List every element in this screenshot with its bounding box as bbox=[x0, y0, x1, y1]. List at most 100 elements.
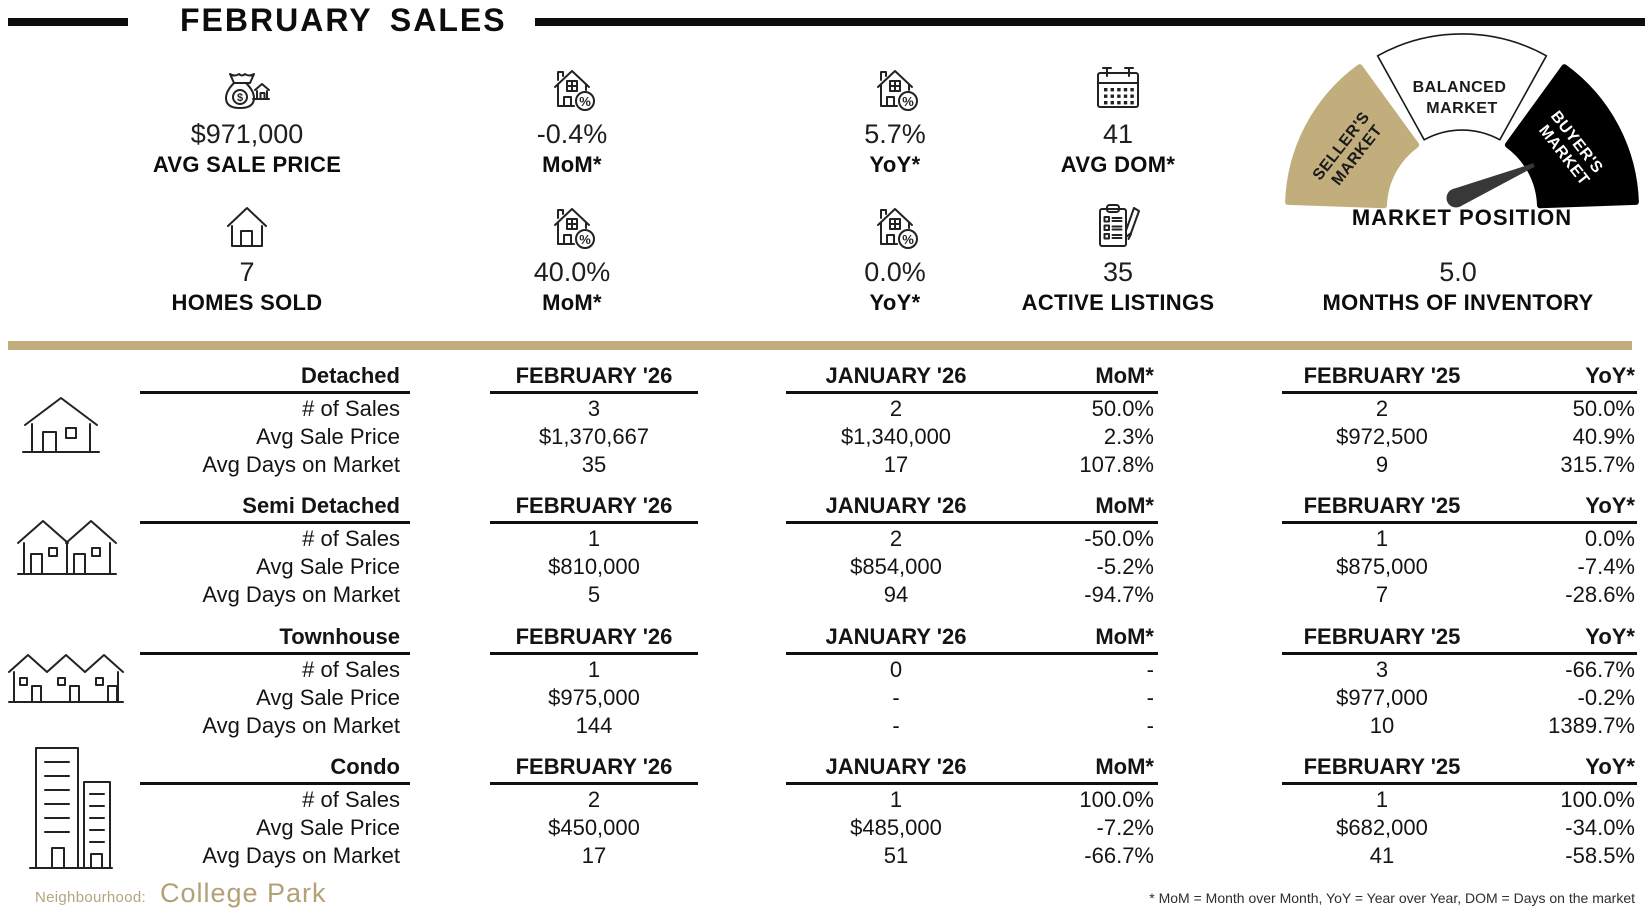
col-header-feb25: FEBRUARY '25 bbox=[1303, 493, 1461, 518]
col-header-yoy: YoY* bbox=[1585, 624, 1635, 649]
col-header-yoy: YoY* bbox=[1585, 754, 1635, 779]
stat-months-of-inventory: 5.0 MONTHS OF INVENTORY bbox=[1258, 196, 1650, 316]
value-feb26: 144 bbox=[575, 713, 613, 738]
stat-label: YoY* bbox=[869, 152, 921, 177]
value-feb26: $1,370,667 bbox=[538, 424, 650, 449]
clipboard-pencil-icon bbox=[958, 196, 1278, 254]
value-yoy: 100.0% bbox=[1560, 787, 1635, 812]
value-yoy: 40.9% bbox=[1572, 424, 1635, 449]
stat-label: HOMES SOLD bbox=[171, 290, 323, 315]
table-row: Avg Sale Price $1,370,667 $1,340,000 2.3… bbox=[0, 423, 1650, 451]
col-header-feb25: FEBRUARY '25 bbox=[1303, 624, 1461, 649]
semi-detached-house-icon bbox=[16, 514, 118, 582]
col-header-jan26: JANUARY '26 bbox=[825, 624, 967, 649]
col-header-jan26: JANUARY '26 bbox=[825, 754, 967, 779]
stat-value: 5.0 bbox=[1439, 257, 1477, 287]
value-feb25: 1 bbox=[1375, 526, 1389, 551]
house-icon bbox=[87, 196, 407, 254]
stat-mom-sold: % 40.0% MoM* bbox=[412, 196, 732, 316]
col-header-mom: MoM* bbox=[1095, 363, 1154, 388]
gauge-balanced-label-line2: MARKET bbox=[1426, 100, 1497, 117]
col-header-mom: MoM* bbox=[1095, 624, 1154, 649]
header-rule-right bbox=[535, 18, 1645, 26]
value-yoy: -58.5% bbox=[1565, 843, 1635, 868]
gauge-needle bbox=[1446, 163, 1535, 208]
value-feb25: $972,500 bbox=[1336, 424, 1428, 449]
value-mom: 50.0% bbox=[1091, 396, 1154, 421]
svg-text:$: $ bbox=[237, 92, 243, 104]
house-percent-icon: % bbox=[412, 196, 732, 254]
table-section-townhouse: Townhouse FEBRUARY '26 JANUARY '26 MoM* … bbox=[0, 623, 1650, 753]
detached-house-icon bbox=[20, 394, 102, 458]
value-mom: - bbox=[1146, 685, 1154, 710]
stat-yoy-sold: % 0.0% YoY* bbox=[735, 196, 1055, 316]
svg-text:%: % bbox=[579, 94, 591, 109]
value-mom: -50.0% bbox=[1084, 526, 1154, 551]
calendar-icon bbox=[958, 58, 1278, 116]
row-label: Avg Sale Price bbox=[256, 815, 400, 840]
value-yoy: -0.2% bbox=[1577, 685, 1635, 710]
row-label: Avg Sale Price bbox=[256, 424, 400, 449]
value-mom: - bbox=[1146, 713, 1154, 738]
value-yoy: -34.0% bbox=[1565, 815, 1635, 840]
value-feb25: $977,000 bbox=[1336, 685, 1428, 710]
gauge-title: MARKET POSITION bbox=[1351, 205, 1573, 230]
value-jan26: $485,000 bbox=[850, 815, 942, 840]
value-mom: - bbox=[1146, 657, 1154, 682]
value-yoy: 0.0% bbox=[1584, 526, 1635, 551]
col-header-feb25: FEBRUARY '25 bbox=[1303, 754, 1461, 779]
header-underline bbox=[786, 391, 1158, 394]
page-title: FEBRUARY SALES bbox=[180, 2, 507, 38]
value-feb26: $810,000 bbox=[548, 554, 640, 579]
stat-label: MoM* bbox=[542, 290, 602, 315]
value-feb26: 1 bbox=[587, 657, 601, 682]
header-rule-left bbox=[8, 18, 128, 26]
table-row: Avg Days on Market 17 51 -66.7% 41 -58.5… bbox=[0, 842, 1650, 870]
gauge-balanced-label-line1: BALANCED bbox=[1413, 79, 1507, 96]
col-header-jan26: JANUARY '26 bbox=[825, 493, 967, 518]
stat-value: 7 bbox=[239, 257, 255, 287]
row-label: # of Sales bbox=[302, 787, 400, 812]
stat-value: 40.0% bbox=[533, 257, 611, 287]
table-row: Avg Sale Price $450,000 $485,000 -7.2% $… bbox=[0, 814, 1650, 842]
col-header-feb26: FEBRUARY '26 bbox=[515, 754, 673, 779]
table-section-detached: Detached FEBRUARY '26 JANUARY '26 MoM* F… bbox=[0, 362, 1650, 492]
stat-value: 41 bbox=[1102, 119, 1134, 149]
col-header-yoy: YoY* bbox=[1585, 493, 1635, 518]
value-mom: 2.3% bbox=[1103, 424, 1154, 449]
stat-label: ACTIVE LISTINGS bbox=[1021, 290, 1215, 315]
value-jan26: $854,000 bbox=[850, 554, 942, 579]
header-underline bbox=[140, 652, 410, 655]
row-label: Avg Days on Market bbox=[202, 452, 400, 477]
stat-label: YoY* bbox=[869, 290, 921, 315]
row-label: Avg Sale Price bbox=[256, 685, 400, 710]
stat-label: MoM* bbox=[542, 152, 602, 177]
house-percent-icon: % bbox=[412, 58, 732, 116]
row-label: # of Sales bbox=[302, 396, 400, 421]
row-label: Avg Days on Market bbox=[202, 843, 400, 868]
value-jan26: 0 bbox=[889, 657, 903, 682]
value-feb25: 2 bbox=[1375, 396, 1389, 421]
money-bag-house-icon: $ bbox=[87, 58, 407, 116]
section-name: Detached bbox=[300, 363, 400, 388]
table-section-semi-detached: Semi Detached FEBRUARY '26 JANUARY '26 M… bbox=[0, 492, 1650, 622]
col-header-feb26: FEBRUARY '26 bbox=[515, 363, 673, 388]
stat-homes-sold: 7 HOMES SOLD bbox=[87, 196, 407, 316]
townhouse-icon bbox=[8, 646, 124, 710]
value-feb26: 2 bbox=[587, 787, 601, 812]
stat-value: $971,000 bbox=[190, 119, 304, 149]
value-jan26: 51 bbox=[883, 843, 909, 868]
col-header-feb26: FEBRUARY '26 bbox=[515, 493, 673, 518]
value-yoy: 315.7% bbox=[1560, 452, 1635, 477]
gauge-segment-balanced bbox=[1376, 33, 1548, 141]
stat-value: 5.7% bbox=[864, 119, 926, 149]
stat-label: MONTHS OF INVENTORY bbox=[1322, 290, 1594, 315]
table-row: # of Sales 2 1 100.0% 1 100.0% bbox=[0, 786, 1650, 814]
col-header-feb26: FEBRUARY '26 bbox=[515, 624, 673, 649]
table-row: # of Sales 1 2 -50.0% 1 0.0% bbox=[0, 525, 1650, 553]
header-underline bbox=[140, 391, 410, 394]
value-jan26: - bbox=[892, 685, 900, 710]
col-header-mom: MoM* bbox=[1095, 754, 1154, 779]
section-header-row: Detached FEBRUARY '26 JANUARY '26 MoM* F… bbox=[0, 362, 1650, 394]
